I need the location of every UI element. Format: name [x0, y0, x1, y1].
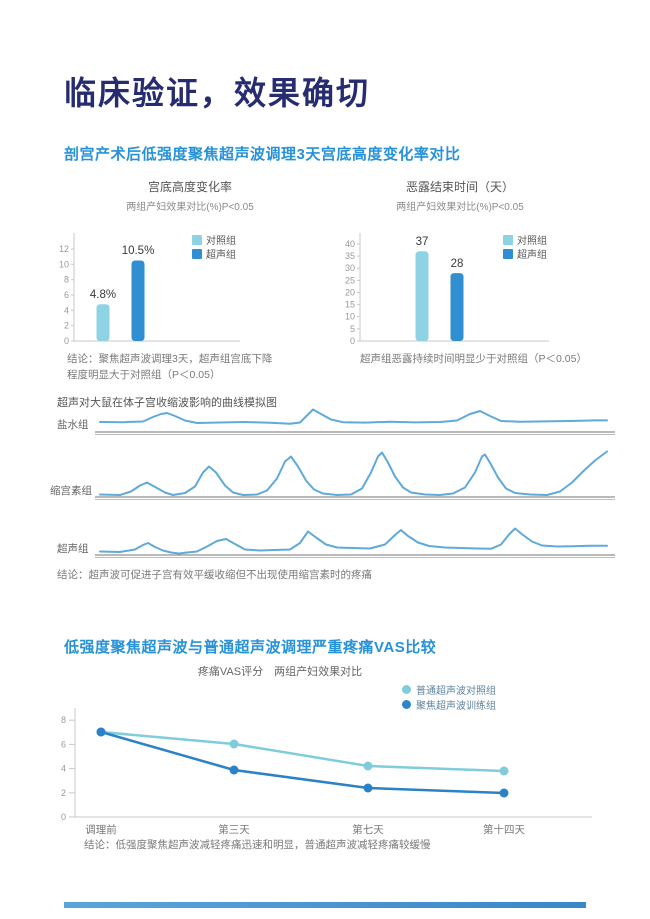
bar-value-label: 4.8% [90, 289, 116, 301]
xtick: 调理前 [85, 823, 117, 836]
wave-label-ultrasound: 超声组 [57, 543, 89, 555]
ytick: 0 [350, 336, 355, 346]
line-focused-ultrasound [100, 730, 505, 795]
ytick: 10 [59, 259, 69, 269]
bar-value-label: 10.5% [122, 245, 155, 257]
ytick: 25 [345, 275, 355, 285]
vas-legend: 普通超声波对照组 聚焦超声波训练组 [402, 682, 496, 712]
chart-lochia-conclusion: 超声组恶露持续时间明显少于对照组（P＜0.05） [360, 353, 587, 365]
wave-label-oxytocin: 缩宫素组 [50, 485, 92, 497]
ytick: 6 [61, 739, 66, 749]
legend-swatch-control [503, 235, 513, 245]
vas-legend-label-regular: 普通超声波对照组 [416, 686, 496, 697]
ytick: 2 [64, 321, 69, 331]
vas-conclusion: 结论：低强度聚焦超声波减轻疼痛迅速和明显，普通超声波减轻疼痛较缓慢 [84, 839, 431, 851]
bar-value-label: 37 [416, 236, 429, 248]
vas-legend-item-regular: 普通超声波对照组 [402, 682, 496, 697]
ytick: 8 [64, 275, 69, 285]
chart-lochia-block: 恶露结束时间（天） 两组产妇效果对比(%)P<0.05 0 5 10 15 20… [345, 172, 615, 367]
ytick: 15 [345, 300, 355, 310]
point-regular [499, 766, 509, 776]
legend-swatch-ultrasound [503, 249, 513, 259]
legend-swatch-control [192, 235, 202, 245]
waveform-saline [95, 408, 615, 436]
wave-line [99, 408, 608, 425]
ytick: 4 [61, 764, 66, 774]
bar-control-group [96, 304, 110, 341]
ytick: 2 [61, 788, 66, 798]
chart-fundal-subtitle: 两组产妇效果对比(%)P<0.05 [126, 202, 254, 213]
ytick: 30 [345, 263, 355, 273]
ytick: 20 [345, 287, 355, 297]
bar-ultrasound-group [131, 260, 145, 341]
wave-line [99, 527, 608, 555]
vas-legend-item-focused: 聚焦超声波训练组 [402, 697, 496, 712]
footer-accent-bar [64, 902, 586, 908]
point-focused [499, 788, 509, 798]
wave-label-saline: 盐水组 [57, 419, 89, 431]
xtick: 第三天 [218, 823, 250, 836]
legend-swatch-ultrasound [192, 249, 202, 259]
page-title: 临床验证，效果确切 [64, 75, 371, 111]
chart-fundal-plot: 0 2 4 6 8 10 12 4.8% 10.5% 对照组 超声组 [59, 233, 240, 346]
legend-label-ultrasound: 超声组 [206, 248, 236, 261]
legend-label-control: 对照组 [517, 234, 547, 247]
xtick: 第十四天 [483, 823, 525, 836]
chart-vas-plot: 0 2 4 6 8 调理前 第三天 第七天 第十四天 [61, 708, 592, 836]
point-focused [229, 765, 239, 775]
bar-control-group [415, 251, 429, 341]
line-regular-ultrasound [100, 730, 505, 773]
bar-ultrasound-group [450, 273, 464, 341]
ytick: 0 [64, 336, 69, 346]
ytick: 40 [345, 239, 355, 249]
legend-label-control: 对照组 [206, 234, 236, 247]
section-fundal-header: 剖宫产术后低强度聚焦超声波调理3天宫底高度变化率对比 [64, 146, 461, 163]
ytick: 12 [59, 244, 69, 254]
ytick: 10 [345, 312, 355, 322]
chart-lochia-title: 恶露结束时间（天） [405, 180, 514, 194]
ytick: 4 [64, 305, 69, 315]
chart-lochia-subtitle: 两组产妇效果对比(%)P<0.05 [396, 202, 524, 213]
ytick: 35 [345, 251, 355, 261]
waveform-oxytocin [95, 450, 615, 501]
point-focused [96, 727, 106, 737]
point-regular [229, 739, 239, 749]
ytick: 6 [64, 290, 69, 300]
conclusion-line: 结论：聚焦超声波调理3天，超声组宫底下降 [67, 353, 273, 365]
wave-line [99, 450, 608, 496]
section-vas-header: 低强度聚焦超声波与普通超声波调理严重疼痛VAS比较 [64, 639, 437, 656]
chart-fundal-conclusion: 结论：聚焦超声波调理3天，超声组宫底下降 程度明显大于对照组（P＜0.05） [55, 351, 325, 383]
legend-dot-regular [402, 685, 411, 694]
vas-subtitle: 疼痛VAS评分 两组产妇效果对比 [197, 666, 363, 678]
chart-fundal-block: 宫底高度变化率 两组产妇效果对比(%)P<0.05 0 2 4 6 8 10 1… [55, 172, 325, 383]
vas-legend-label-focused: 聚焦超声波训练组 [416, 701, 496, 712]
wave-section-header: 超声对大鼠在体子宫收缩波影响的曲线模拟图 [57, 397, 277, 409]
point-focused [363, 783, 373, 793]
ytick: 5 [350, 324, 355, 334]
legend-dot-focused [402, 700, 411, 709]
ytick: 8 [61, 715, 66, 725]
xtick: 第七天 [352, 823, 384, 836]
point-regular [363, 761, 373, 771]
wave-conclusion: 结论：超声波可促进子宫有效平缓收缩但不出现使用缩宫素时的疼痛 [57, 569, 372, 581]
chart-fundal-title: 宫底高度变化率 [147, 180, 232, 194]
waveform-ultrasound [95, 527, 615, 559]
legend-label-ultrasound: 超声组 [517, 248, 547, 261]
bar-value-label: 28 [451, 258, 464, 270]
conclusion-line: 程度明显大于对照组（P＜0.05） [67, 369, 221, 381]
ytick: 0 [61, 812, 66, 822]
chart-lochia-plot: 0 5 10 15 20 25 30 35 40 37 28 对照组 超声组 [345, 233, 549, 346]
